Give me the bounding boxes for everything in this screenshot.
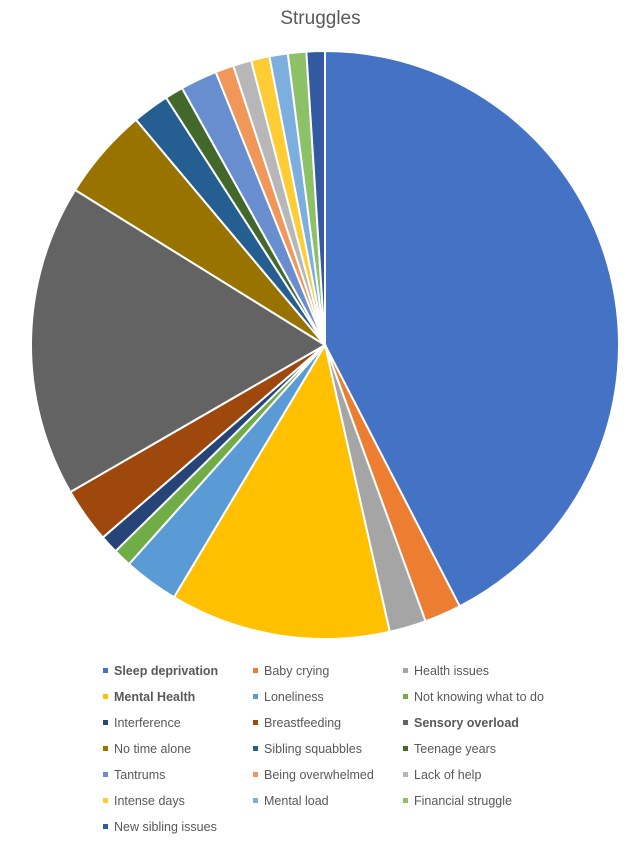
legend-swatch (253, 668, 258, 673)
legend-swatch (403, 668, 408, 673)
legend-item: Loneliness (253, 687, 403, 706)
legend-swatch (253, 694, 258, 699)
legend-label: Loneliness (264, 689, 324, 704)
legend: Sleep deprivation Baby crying Health issue… (103, 661, 583, 836)
legend-label: Tantrums (114, 767, 166, 782)
legend-swatch (403, 798, 408, 803)
legend-item: Not knowing what to do (403, 687, 573, 706)
pie-slice-sensory-overload (30, 188, 327, 494)
legend-item: New sibling issues (103, 817, 253, 836)
pie-slice-sleep-deprivation (324, 49, 620, 608)
legend-item: Being overwhelmed (253, 765, 403, 784)
legend-label: Sibling squabbles (264, 741, 362, 756)
legend-label: Not knowing what to do (414, 689, 544, 704)
pie-slice-mental-health (172, 342, 391, 640)
legend-label: Health issues (414, 663, 490, 678)
legend-swatch (253, 746, 258, 751)
legend-label: Breastfeeding (264, 715, 342, 730)
legend-item: Mental Health (103, 687, 253, 706)
pie-slice-new-sibling-issues (305, 49, 326, 346)
legend-item: Sleep deprivation (103, 661, 253, 680)
legend-item: Health issues (403, 661, 573, 680)
legend-swatch (103, 746, 108, 751)
legend-item: No time alone (103, 739, 253, 758)
legend-label: No time alone (114, 741, 192, 756)
legend-label: Being overwhelmed (264, 767, 374, 782)
legend-swatch (403, 746, 408, 751)
legend-item: Sibling squabbles (253, 739, 403, 758)
legend-swatch (103, 824, 108, 829)
legend-label: Baby crying (264, 663, 330, 678)
legend-swatch (103, 772, 108, 777)
legend-item: Lack of help (403, 765, 573, 784)
legend-swatch (103, 798, 108, 803)
legend-swatch (253, 720, 258, 725)
legend-item: Breastfeeding (253, 713, 403, 732)
pie-chart (30, 49, 620, 640)
legend-label: Sensory overload (414, 715, 519, 730)
legend-swatch (403, 720, 408, 725)
legend-item: Mental load (253, 791, 403, 810)
legend-item: Interference (103, 713, 253, 732)
legend-swatch (103, 668, 108, 673)
legend-swatch (253, 772, 258, 777)
legend-swatch (103, 720, 108, 725)
legend-swatch (403, 694, 408, 699)
legend-label: Sleep deprivation (114, 663, 219, 678)
legend-swatch (103, 694, 108, 699)
legend-label: Lack of help (414, 767, 482, 782)
legend-label: Mental load (264, 793, 329, 808)
legend-item: Baby crying (253, 661, 403, 680)
legend-item: Teenage years (403, 739, 573, 758)
legend-label: Teenage years (414, 741, 497, 756)
chart-title: Struggles (280, 8, 361, 29)
legend-item: Intense days (103, 791, 253, 810)
legend-label: Intense days (114, 793, 185, 808)
legend-label: Financial struggle (414, 793, 512, 808)
legend-item: Sensory overload (403, 713, 573, 732)
legend-label: Mental Health (114, 689, 196, 704)
legend-swatch (403, 772, 408, 777)
legend-item: Tantrums (103, 765, 253, 784)
legend-item: Financial struggle (403, 791, 573, 810)
legend-swatch (253, 798, 258, 803)
legend-label: New sibling issues (114, 819, 217, 834)
legend-label: Interference (114, 715, 181, 730)
